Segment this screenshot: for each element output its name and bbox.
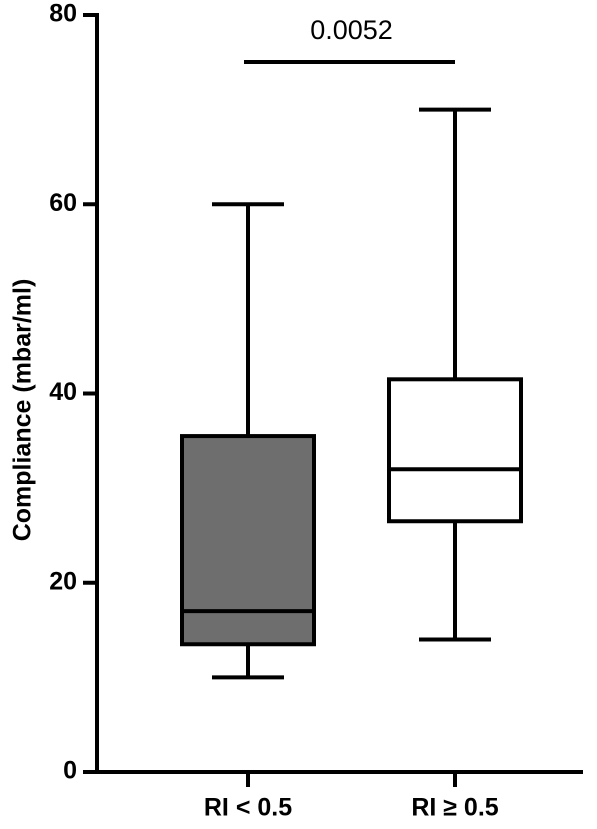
box: [387, 377, 523, 524]
annotation: 0.0052: [310, 15, 393, 45]
y-tick-label: 80: [49, 0, 77, 28]
y-tick-label: 20: [49, 567, 77, 595]
y-tick-label: 0: [63, 757, 77, 785]
y-axis-label: Compliance (mbar/ml): [9, 279, 37, 542]
y-tick-label: 60: [49, 189, 77, 217]
x-tick-label: RI < 0.5: [204, 794, 292, 822]
y-tick-label: 40: [49, 378, 77, 406]
x-tick-label: RI ≥ 0.5: [411, 794, 498, 822]
